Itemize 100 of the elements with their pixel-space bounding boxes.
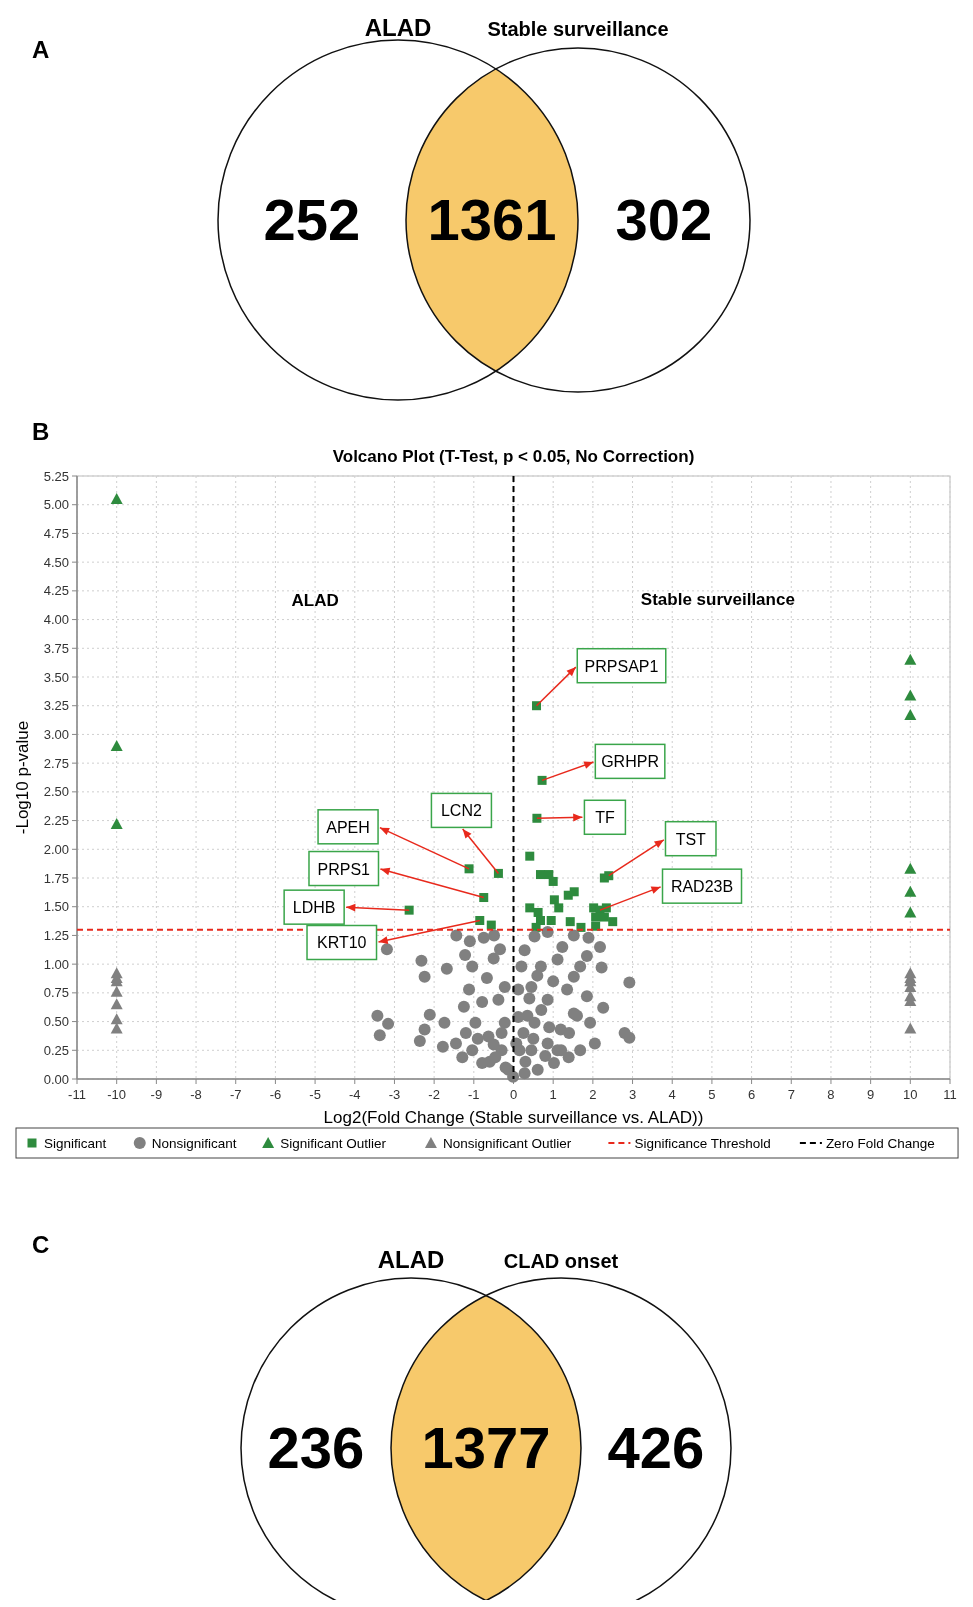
point [904, 653, 917, 665]
point [110, 492, 123, 504]
annotation: APEH [326, 818, 370, 836]
y-tick-label: 1.25 [43, 927, 69, 943]
y-tick-label: 3.25 [43, 698, 69, 714]
point [479, 893, 489, 903]
chart-title: Volcano Plot (T-Test, p < 0.05, No Correction) [332, 447, 695, 466]
legend-label: Nonsignificant [151, 1136, 237, 1151]
annotation: Stable surveillance [640, 589, 795, 609]
point [904, 1022, 917, 1034]
point [554, 903, 564, 913]
x-tick-label: 9 [867, 1087, 875, 1102]
y-axis-title: -Log10 p-value [13, 720, 32, 835]
legend-label: Significant Outlier [280, 1136, 387, 1151]
point [599, 912, 609, 922]
point [532, 813, 542, 823]
y-tick-label: 4.50 [43, 554, 69, 570]
point [110, 985, 123, 997]
y-tick-label: 4.75 [43, 525, 69, 541]
point [464, 864, 474, 874]
y-tick-label: 5.25 [43, 468, 69, 484]
annotation: ALAD [291, 590, 339, 610]
point [110, 1013, 123, 1025]
annotation: PRPSAP1 [584, 657, 659, 675]
x-tick-label: 2 [589, 1087, 597, 1102]
x-tick-label: 5 [708, 1087, 716, 1102]
y-tick-label: 3.50 [43, 669, 69, 685]
annotation: LDHB [292, 899, 336, 917]
point [475, 916, 485, 925]
point [548, 876, 558, 886]
annotation: KRT10 [317, 934, 367, 952]
legend-label: Significance Threshold [634, 1136, 771, 1151]
point [565, 917, 575, 927]
x-tick-label: 10 [903, 1087, 918, 1102]
y-tick-label: 2.75 [43, 755, 69, 771]
point [549, 895, 559, 905]
y-tick-label: 4.00 [43, 612, 69, 628]
point [904, 906, 917, 918]
category-label: ALAD [377, 1246, 445, 1273]
y-tick-label: 0.50 [43, 1014, 69, 1030]
annotation: TF [595, 809, 615, 827]
legend-label: Zero Fold Change [825, 1136, 935, 1151]
x-tick-label: -7 [229, 1087, 242, 1102]
y-tick-label: 0.00 [43, 1071, 69, 1087]
x-axis-title: Log2(Fold Change (Stable surveillance vs. ALAD)) [323, 1108, 704, 1127]
y-tick-label: 1.00 [43, 956, 69, 972]
y-tick-label: 3.00 [43, 726, 69, 742]
x-tick-label: -1 [468, 1087, 480, 1102]
data-label: 426 [607, 1415, 705, 1480]
x-tick-label: 3 [628, 1087, 637, 1102]
data-label: 236 [267, 1415, 365, 1480]
category-label: Stable surveillance [487, 18, 669, 40]
x-tick-label: -10 [107, 1087, 127, 1102]
x-tick-label: 7 [787, 1087, 795, 1102]
point [591, 912, 601, 922]
point [604, 871, 614, 881]
annotation: RAD23B [670, 878, 734, 896]
y-tick-label: 0.25 [43, 1042, 69, 1058]
point [544, 870, 554, 880]
point [904, 862, 917, 874]
x-tick-label: -5 [309, 1087, 321, 1102]
y-tick-label: 4.25 [43, 583, 69, 599]
data-label: 1377 [421, 1415, 551, 1480]
x-tick-label: -3 [388, 1087, 401, 1102]
y-tick-label: 0.75 [43, 985, 69, 1001]
annotation: GRHPR [601, 753, 659, 771]
point [525, 903, 535, 913]
point [533, 907, 543, 917]
x-tick-label: 11 [943, 1087, 957, 1102]
text: B [32, 418, 50, 445]
text: C [32, 1231, 50, 1258]
annotation: TST [675, 830, 707, 848]
annotation: LCN2 [440, 802, 482, 820]
x-tick-label: 1 [549, 1087, 557, 1102]
text: A [32, 36, 50, 63]
legend-label: Nonsignificant Outlier [442, 1136, 572, 1151]
point [608, 917, 618, 927]
point [404, 905, 414, 915]
point [904, 689, 917, 701]
data-label: 1361 [427, 187, 557, 252]
y-tick-label: 3.75 [43, 640, 69, 656]
x-tick-label: -2 [428, 1087, 440, 1102]
point [904, 885, 917, 897]
y-tick-label: 5.00 [43, 497, 69, 513]
x-tick-label: -8 [190, 1087, 202, 1102]
point [110, 998, 123, 1010]
x-tick-label: 8 [827, 1087, 835, 1102]
y-tick-label: 2.50 [43, 784, 69, 800]
legend-label: Significant [44, 1136, 107, 1151]
y-tick-label: 1.75 [43, 870, 69, 886]
point [904, 708, 917, 720]
point [110, 818, 123, 830]
x-tick-label: -9 [150, 1087, 163, 1102]
y-tick-label: 1.50 [43, 899, 69, 915]
x-tick-label: -11 [68, 1087, 86, 1102]
point [110, 739, 123, 751]
category-label: ALAD [364, 14, 432, 41]
x-tick-label: 6 [747, 1087, 756, 1102]
point [546, 916, 556, 925]
category-label: CLAD onset [503, 1250, 619, 1272]
